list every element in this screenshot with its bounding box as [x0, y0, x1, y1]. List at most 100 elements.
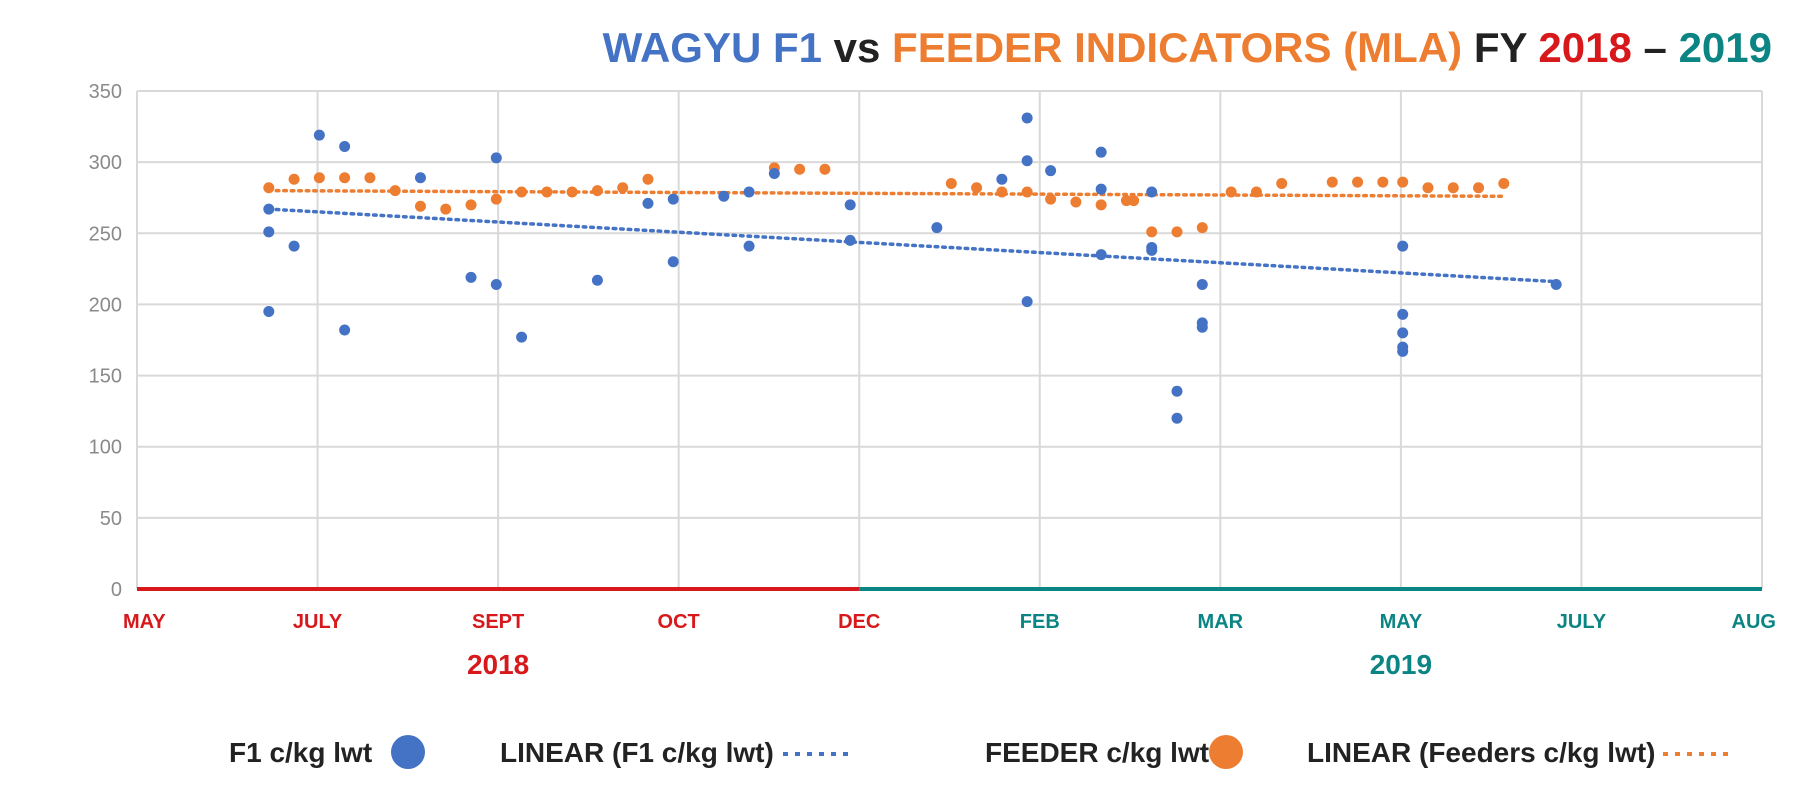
feeder-point [819, 163, 831, 175]
f1-point [996, 173, 1008, 185]
feeder-point [1377, 176, 1389, 188]
x-tick-label: OCT [658, 611, 700, 633]
feeder-point [617, 182, 629, 194]
feeder-point [1045, 193, 1057, 205]
f1-point [263, 226, 275, 238]
feeder-point [516, 186, 528, 198]
legend-f1-linear-label: LINEAR (F1 c/kg lwt) [500, 737, 774, 768]
f1-point [313, 129, 325, 141]
f1-point [414, 172, 426, 184]
feeder-point [1128, 195, 1140, 207]
feeder-point [541, 186, 553, 198]
f1-point [844, 199, 856, 211]
title-fy: FY [1474, 24, 1539, 71]
x-tick-label: MAR [1198, 611, 1244, 633]
feeder-point [1352, 176, 1364, 188]
feeder-point [566, 186, 578, 198]
f1-point [1095, 146, 1107, 158]
f1-point [591, 274, 603, 286]
x-tick-label: FEB [1020, 611, 1060, 633]
x-tick-label: MAY [1380, 611, 1423, 633]
f1-point [743, 186, 755, 198]
trendline-feeder [267, 188, 1506, 199]
legend-feeder-label: FEEDER c/kg lwt [985, 737, 1209, 768]
legend-feeder-linear-label: LINEAR (Feeders c/kg lwt) [1307, 737, 1656, 768]
f1-point [1045, 165, 1057, 177]
feeder-point [1095, 199, 1107, 211]
feeder-point [465, 199, 477, 211]
chart-title: WAGYU F1 vs FEEDER INDICATORS (MLA) FY 2… [603, 24, 1772, 71]
f1-point [844, 234, 856, 246]
feeder-point [288, 173, 300, 185]
y-tick-label: 250 [89, 223, 122, 245]
feeder-point [642, 173, 654, 185]
chart-legend: F1 c/kg lwt LINEAR (F1 c/kg lwt) FEEDER c/… [229, 735, 1733, 769]
x-tick-label: SEPT [472, 611, 524, 633]
f1-point [339, 324, 351, 336]
feeder-point [591, 185, 603, 197]
feeder-point [1473, 182, 1485, 194]
feeder-point [1070, 196, 1082, 208]
f1-point [490, 152, 502, 164]
f1-point [1397, 308, 1409, 320]
title-year-2018: 2018 [1538, 24, 1631, 71]
feeder-point [389, 185, 401, 197]
year-label-2019: 2019 [1370, 649, 1432, 680]
legend-f1-label: F1 c/kg lwt [229, 737, 372, 768]
f1-point [931, 222, 943, 234]
f1-point [1397, 327, 1409, 339]
f1-point [1095, 249, 1107, 261]
feeder-point [1447, 182, 1459, 194]
year-label-2018: 2018 [467, 649, 529, 680]
title-feeder-indicators: FEEDER INDICATORS (MLA) [892, 24, 1462, 71]
f1-point [1196, 321, 1208, 333]
feeder-point [1021, 186, 1033, 198]
feeder-point [794, 163, 806, 175]
f1-point [516, 331, 528, 343]
title-vs: vs [822, 24, 892, 71]
f1-point [1397, 240, 1409, 252]
feeder-point [1498, 177, 1510, 189]
title-year-2019: 2019 [1679, 24, 1772, 71]
y-tick-label: 0 [111, 579, 122, 601]
feeder-point [364, 172, 376, 184]
y-tick-label: 50 [100, 508, 122, 530]
f1-point [1146, 244, 1158, 256]
x-tick-label: AUG [1732, 611, 1776, 633]
title-fy-gap [1462, 24, 1474, 71]
f1-point [1021, 155, 1033, 167]
f1-point [263, 306, 275, 318]
y-tick-label: 150 [89, 366, 122, 388]
trendline-f1 [267, 207, 1558, 284]
feeder-point [971, 182, 983, 194]
x-tick-label: DEC [838, 611, 880, 633]
f1-point [1196, 279, 1208, 291]
f1-point [263, 203, 275, 215]
x-tick-label: JULY [293, 611, 343, 633]
f1-point [1021, 112, 1033, 124]
y-tick-label: 350 [89, 81, 122, 103]
feeder-point [414, 200, 426, 212]
feeder-point [1276, 177, 1288, 189]
f1-point [465, 271, 477, 283]
feeder-point [339, 172, 351, 184]
y-axis: 0 50 100 150 200 250 300 350 [89, 81, 122, 601]
feeder-point [313, 172, 325, 184]
f1-point [768, 168, 780, 180]
feeder-point [1250, 186, 1262, 198]
legend-feeder-marker [1209, 735, 1243, 769]
f1-point [667, 193, 679, 205]
chart-gridlines [136, 90, 1763, 589]
f1-point [490, 279, 502, 291]
data-points [263, 112, 1562, 424]
f1-point [1095, 183, 1107, 195]
y-tick-label: 200 [89, 294, 122, 316]
x-tick-label: MAY [123, 611, 166, 633]
title-wagyu-f1: WAGYU F1 [603, 24, 822, 71]
trendlines [267, 188, 1558, 284]
feeder-point [1422, 182, 1434, 194]
y-tick-label: 100 [89, 437, 122, 459]
f1-point [288, 240, 300, 252]
title-dash: – [1632, 24, 1679, 71]
